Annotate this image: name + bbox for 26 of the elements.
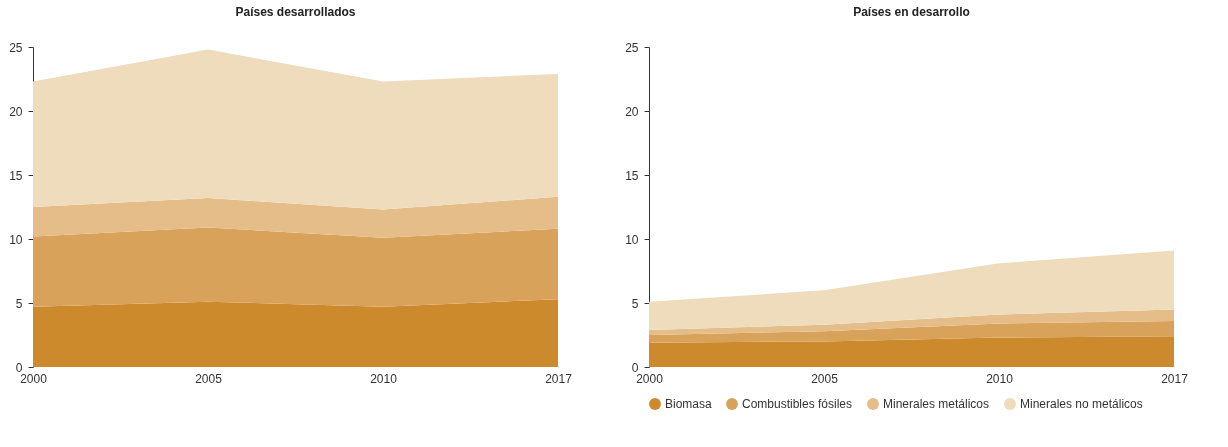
legend-label: Minerales metálicos (883, 397, 990, 411)
y-tick-label: 10 (625, 232, 639, 247)
x-tick-label: 2017 (545, 371, 573, 386)
y-tick-label: 20 (9, 104, 23, 119)
y-tick-label: 25 (9, 40, 23, 55)
x-tick-label: 2000 (20, 371, 48, 386)
x-tick-label: 2010 (370, 371, 398, 386)
y-tick-label: 0 (631, 360, 639, 375)
y-tick-label: 5 (631, 296, 639, 311)
x-tick-label: 2005 (811, 371, 839, 386)
x-tick-label: 2005 (195, 371, 223, 386)
x-tick-label: 2010 (986, 371, 1014, 386)
y-tick-label: 15 (625, 168, 639, 183)
y-tick-label: 25 (625, 40, 639, 55)
x-tick-label: 2000 (636, 371, 664, 386)
legend-label: Biomasa (665, 397, 713, 411)
y-tick-label: 15 (9, 168, 23, 183)
chart-title: Países en desarrollo (853, 5, 970, 19)
legend-label: Minerales no metálicos (1020, 397, 1143, 411)
y-tick-label: 5 (15, 296, 23, 311)
legend-label: Combustibles fósiles (742, 397, 853, 411)
y-tick-label: 0 (15, 360, 23, 375)
y-tick-label: 20 (625, 104, 639, 119)
chart-title: Países desarrollados (235, 5, 356, 19)
y-tick-label: 10 (9, 232, 23, 247)
x-tick-label: 2017 (1161, 371, 1189, 386)
